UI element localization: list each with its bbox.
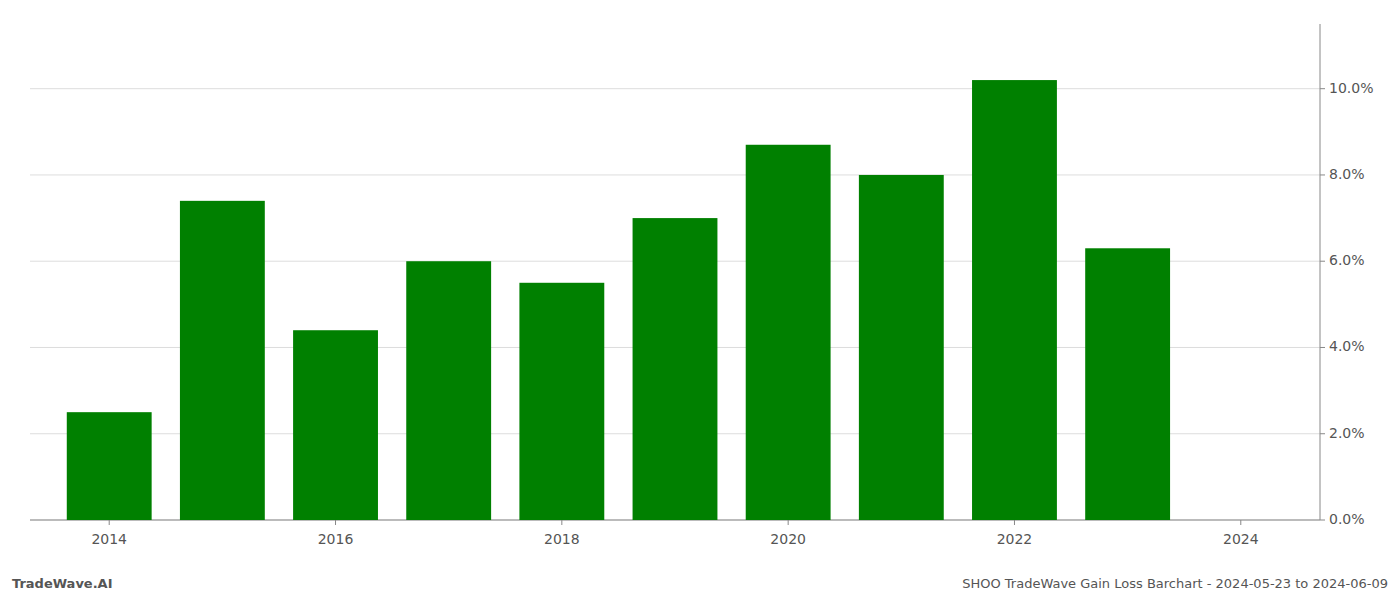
bar [633, 218, 718, 520]
x-tick [561, 520, 562, 525]
bars [67, 80, 1170, 520]
x-tick-label: 2024 [1223, 531, 1259, 547]
y-tick [1320, 520, 1325, 521]
x-tick-label: 2014 [91, 531, 127, 547]
grid-line [30, 88, 1320, 89]
x-tick-label: 2022 [997, 531, 1033, 547]
y-tick-label: 6.0% [1329, 252, 1365, 268]
bar [859, 175, 944, 520]
chart: 0.0% 2.0% 4.0% 6.0% 8.0% 10.0% 2014 2016 2018 202… [0, 0, 1400, 600]
x-tick [1240, 520, 1241, 525]
y-tick-label: 2.0% [1329, 425, 1365, 441]
bar [180, 201, 265, 520]
y-tick-label: 0.0% [1329, 511, 1365, 527]
bar [519, 283, 604, 520]
bar [406, 261, 491, 520]
x-tick-label: 2020 [770, 531, 806, 547]
y-tick [1320, 347, 1325, 348]
y-tick [1320, 88, 1325, 89]
bar [1085, 248, 1170, 520]
y-tick-label: 4.0% [1329, 338, 1365, 354]
x-tick [1014, 520, 1015, 525]
y-tick [1320, 174, 1325, 175]
x-tick [335, 520, 336, 525]
x-tick-label: 2018 [544, 531, 580, 547]
footer-right: SHOO TradeWave Gain Loss Barchart - 2024… [962, 576, 1388, 591]
bar [746, 145, 831, 520]
y-axis-line [1320, 24, 1321, 520]
grid-line [30, 174, 1320, 175]
footer-left: TradeWave.AI [12, 576, 113, 591]
y-tick-label: 8.0% [1329, 166, 1365, 182]
bar [67, 412, 152, 520]
y-tick-label: 10.0% [1329, 80, 1373, 96]
y-tick [1320, 261, 1325, 262]
y-tick [1320, 433, 1325, 434]
grid [30, 89, 1320, 520]
bar [293, 330, 378, 520]
axes: 0.0% 2.0% 4.0% 6.0% 8.0% 10.0% 2014 2016 2018 202… [30, 24, 1373, 547]
bar [972, 80, 1057, 520]
x-tick [788, 520, 789, 525]
x-tick [109, 520, 110, 525]
x-tick-label: 2016 [318, 531, 354, 547]
